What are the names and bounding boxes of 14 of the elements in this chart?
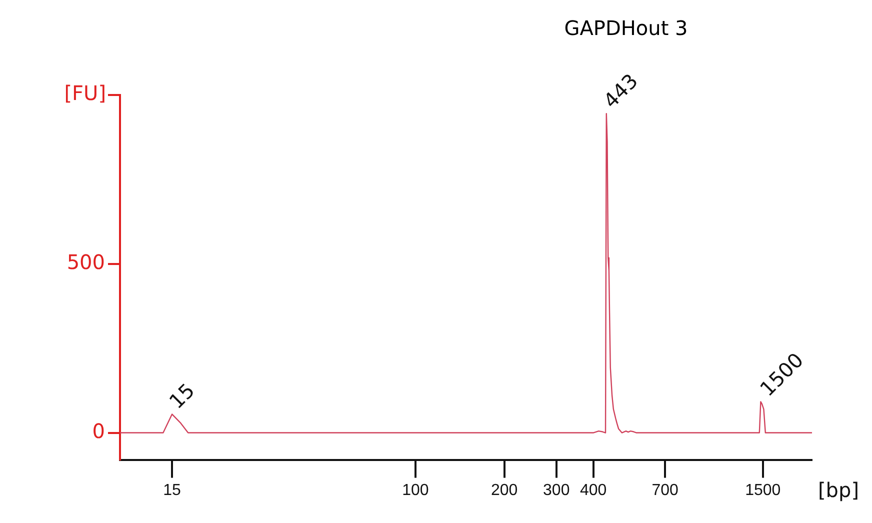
chart-title: GAPDHout 3 <box>563 16 689 40</box>
annotation: 15 <box>164 378 200 414</box>
y-tick-label: 0 <box>92 418 105 443</box>
y-tick-label: 500 <box>66 250 105 274</box>
y-axis-title: [FU] <box>64 81 106 106</box>
x-tick-label: 300 <box>543 482 570 499</box>
x-tick-label: 100 <box>402 482 429 499</box>
x-tick-label: 15 <box>163 482 182 499</box>
x-tick-label: 700 <box>652 482 679 499</box>
annotation: 443 <box>598 68 643 113</box>
x-axis-title: [bp] <box>818 478 859 502</box>
x-tick-label: 200 <box>491 482 518 499</box>
x-tick-label: 1500 <box>745 482 781 499</box>
x-tick-label: 400 <box>580 482 607 499</box>
